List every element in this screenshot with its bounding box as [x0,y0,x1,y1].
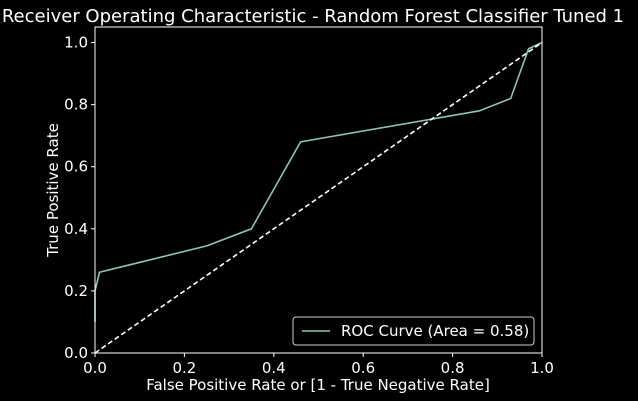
y-axis-label: True Positive Rate [44,123,62,258]
chance-diagonal-line [94,41,543,354]
plot-frame [94,26,543,354]
x-tick-label: 0.8 [441,359,465,377]
roc-curve-line [94,41,543,322]
legend-label-roc: ROC Curve (Area = 0.58) [341,322,529,340]
x-axis-label: False Positive Rate or [1 - True Negativ… [146,376,490,394]
y-tick-label: 0.8 [64,96,88,114]
plot-area [94,41,543,354]
legend: ROC Curve (Area = 0.58) [292,316,535,346]
y-tick-label: 0.0 [64,344,88,362]
y-tick-label: 0.4 [64,220,88,238]
x-tick-label: 0.2 [172,359,196,377]
x-tick-label: 0.4 [262,359,286,377]
chart-title: Receiver Operating Characteristic - Rand… [2,6,624,27]
y-tick-label: 1.0 [64,34,88,52]
x-tick-label: 1.0 [530,359,554,377]
x-tick-label: 0.6 [351,359,375,377]
x-tick-label: 0.0 [83,359,107,377]
y-tick-label: 0.6 [64,158,88,176]
y-tick-label: 0.2 [64,282,88,300]
axis-ticks: 0.0 0.2 0.4 0.6 0.8 1.0 0.0 0.2 0.4 0.6 0.8 1.0 [64,34,554,377]
legend-box [292,316,535,346]
